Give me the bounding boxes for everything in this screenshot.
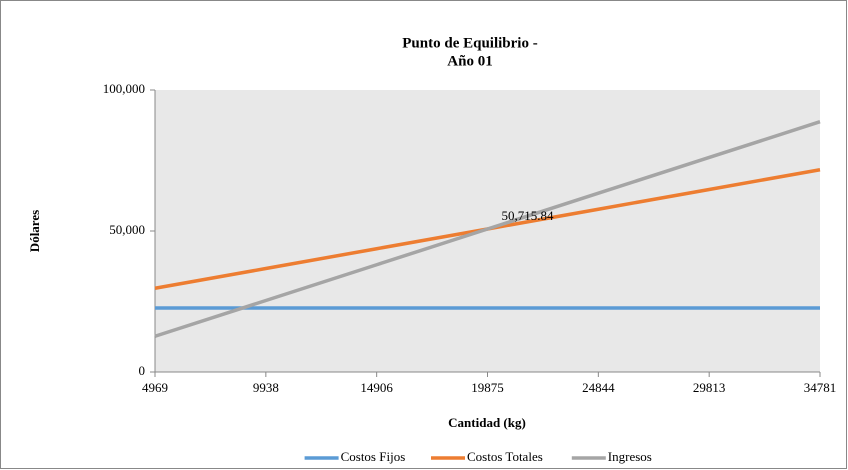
x-tick-label: 14906 xyxy=(360,380,393,395)
plot-area xyxy=(155,90,820,372)
x-tick-label: 34781 xyxy=(804,380,837,395)
y-tick-label: 50,000 xyxy=(109,222,145,237)
legend-label: Ingresos xyxy=(608,449,652,464)
y-tick-label: 100,000 xyxy=(103,81,145,96)
legend-label: Costos Totales xyxy=(467,449,543,464)
legend-label: Costos Fijos xyxy=(341,449,406,464)
chart-title: Año 01 xyxy=(447,53,492,69)
x-tick-label: 19875 xyxy=(471,380,504,395)
y-tick-label: 0 xyxy=(139,363,146,378)
x-tick-label: 24844 xyxy=(582,380,615,395)
x-axis-label: Cantidad (kg) xyxy=(448,415,526,430)
y-axis-label: Dólares xyxy=(27,210,42,252)
series-line xyxy=(154,120,821,338)
chart-title: Punto de Equilibrio - xyxy=(402,35,537,51)
x-tick-label: 4969 xyxy=(142,380,168,395)
x-tick-label: 9938 xyxy=(253,380,279,395)
x-tick-label: 29813 xyxy=(693,380,726,395)
data-label: 50,715.84 xyxy=(502,208,555,223)
